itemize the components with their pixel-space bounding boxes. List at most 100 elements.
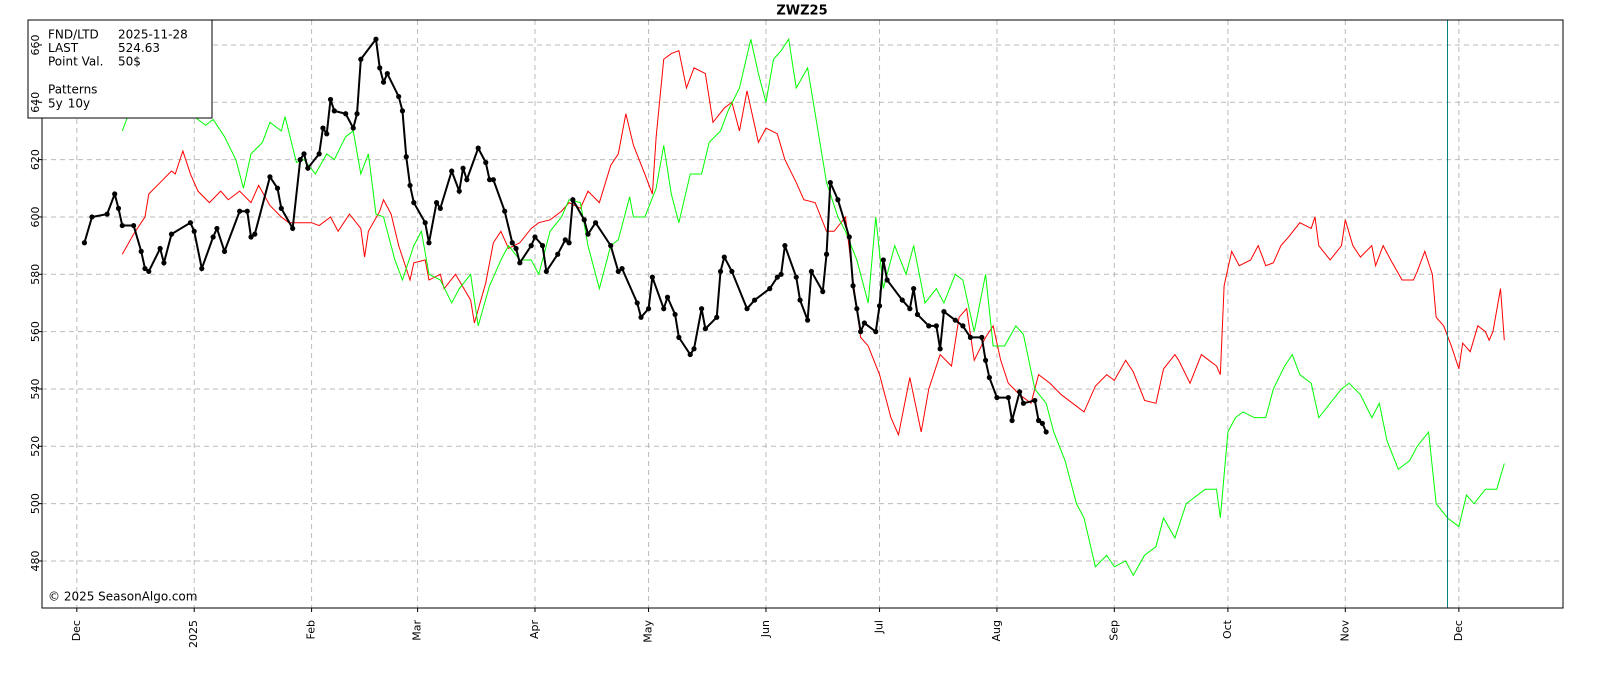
x-tick-label: Oct xyxy=(1221,619,1234,639)
data-point xyxy=(517,260,523,266)
data-point xyxy=(297,157,303,163)
data-point xyxy=(941,308,947,315)
y-tick-label: 500 xyxy=(29,493,42,514)
data-point xyxy=(104,211,110,217)
data-point xyxy=(797,297,803,303)
data-point xyxy=(960,323,966,329)
data-point xyxy=(210,234,216,240)
data-point xyxy=(278,205,284,211)
data-point xyxy=(717,268,724,275)
data-point xyxy=(808,268,814,275)
data-point xyxy=(437,205,443,211)
data-point xyxy=(767,286,773,292)
data-point xyxy=(237,208,243,214)
y-tick-label: 620 xyxy=(29,149,42,170)
x-tick-label: Dec xyxy=(70,620,83,641)
data-point xyxy=(1017,389,1023,395)
plot xyxy=(81,20,1505,608)
data-point xyxy=(1032,397,1038,404)
data-point xyxy=(112,191,118,197)
data-point xyxy=(221,248,228,254)
data-point xyxy=(672,311,678,318)
plot-frame xyxy=(41,19,1564,609)
y-tick-label: 580 xyxy=(29,264,42,285)
data-point xyxy=(555,251,561,257)
info-value: 2025-11-28 xyxy=(118,28,188,42)
y-tick-label: 600 xyxy=(29,206,42,227)
data-point xyxy=(778,271,784,277)
data-point xyxy=(460,165,466,171)
data-point xyxy=(131,222,137,229)
data-point xyxy=(354,111,360,117)
data-point xyxy=(377,65,383,71)
data-point xyxy=(634,300,640,306)
data-point xyxy=(331,108,337,114)
data-point xyxy=(615,268,621,275)
data-point xyxy=(846,234,852,240)
data-point xyxy=(411,200,417,206)
data-point xyxy=(168,231,175,237)
x-tick-label: Nov xyxy=(1338,620,1351,642)
data-point xyxy=(138,248,144,254)
data-point xyxy=(933,323,939,329)
data-point xyxy=(793,274,799,280)
data-point xyxy=(399,108,406,114)
x-tick-label: Feb xyxy=(305,620,318,639)
data-point xyxy=(1035,417,1042,424)
data-point xyxy=(350,125,356,131)
data-point xyxy=(483,159,489,166)
data-point xyxy=(914,311,921,318)
data-point xyxy=(592,220,599,226)
data-point xyxy=(1009,417,1015,424)
data-point xyxy=(676,334,682,340)
data-point xyxy=(449,168,455,174)
info-label: FND/LTD xyxy=(48,28,99,42)
data-point xyxy=(858,329,864,335)
data-point xyxy=(698,306,705,312)
data-point xyxy=(691,346,697,352)
y-tick-label: 560 xyxy=(29,321,42,342)
x-tick-label: Sep xyxy=(1107,620,1120,641)
data-point xyxy=(513,245,519,252)
data-point xyxy=(608,243,614,249)
data-point xyxy=(509,240,515,246)
data-point xyxy=(774,274,780,280)
data-point xyxy=(638,314,644,320)
data-point xyxy=(146,268,152,275)
x-tick-label: Mar xyxy=(411,620,424,641)
x-tick-label: Dec xyxy=(1452,620,1465,641)
data-point xyxy=(1039,420,1045,426)
data-point xyxy=(115,205,122,211)
data-point xyxy=(456,188,462,194)
data-point xyxy=(661,306,667,312)
data-point xyxy=(403,154,409,160)
data-point xyxy=(327,96,334,103)
data-point xyxy=(967,334,974,340)
data-point xyxy=(562,237,568,243)
data-point xyxy=(664,294,671,300)
y-tick-label: 660 xyxy=(29,34,42,55)
data-point xyxy=(876,303,883,309)
data-point xyxy=(986,374,992,381)
data-point xyxy=(301,151,307,157)
data-point xyxy=(274,185,281,191)
data-point xyxy=(532,234,538,240)
y-tick-label: 640 xyxy=(29,92,42,113)
data-point xyxy=(490,177,496,183)
data-point xyxy=(1005,394,1011,401)
data-point xyxy=(267,174,273,180)
info-value: 524.63 xyxy=(118,41,160,55)
data-point xyxy=(854,306,860,312)
x-tick-label: Apr xyxy=(528,620,541,640)
x-tick-label: May xyxy=(642,620,655,643)
data-point xyxy=(252,231,258,237)
data-point xyxy=(539,243,546,249)
data-point xyxy=(570,197,576,203)
data-point xyxy=(782,243,788,249)
data-point xyxy=(744,306,750,312)
data-point xyxy=(396,93,402,100)
x-tick-label: 2025 xyxy=(187,620,200,648)
patterns-title: Patterns xyxy=(48,83,97,97)
data-point xyxy=(1020,400,1027,406)
